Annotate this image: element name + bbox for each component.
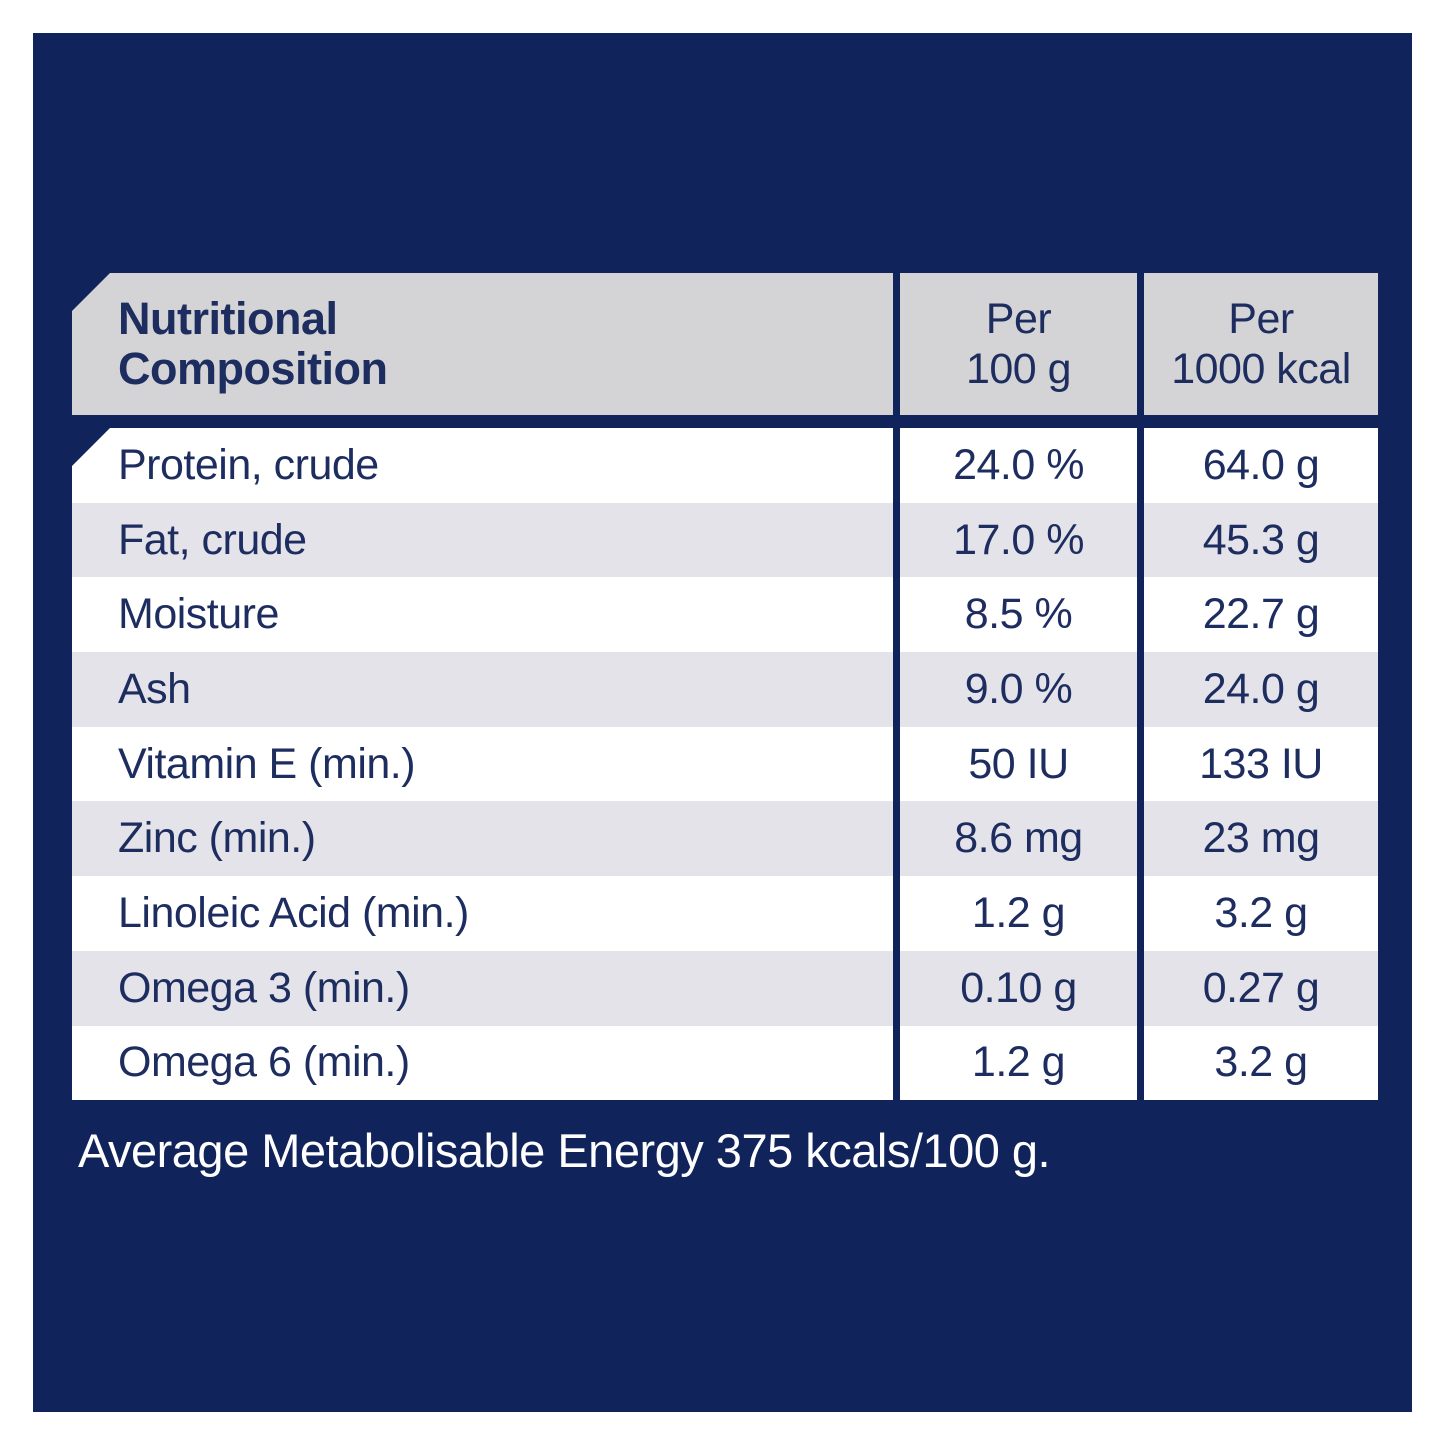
row-label: Linoleic Acid (min.) [72, 876, 893, 951]
row-label: Ash [72, 652, 893, 727]
row-per-100g-value: 8.6 mg [900, 801, 1137, 877]
row-per-1000kcal-value: 0.27 g [1144, 950, 1378, 1026]
header-per-100g-cell: Per 100 g [900, 273, 1137, 415]
table-row: Protein, crude 24.0 % 64.0 g [72, 428, 1378, 503]
row-per-1000kcal-value: 24.0 g [1144, 652, 1378, 727]
row-per-100g-value: 8.5 % [900, 577, 1137, 653]
row-per-1000kcal-value: 133 IU [1144, 726, 1378, 802]
header-title-cell: Nutritional Composition [72, 273, 893, 415]
header-per-1000kcal-line2: 1000 kcal [1171, 345, 1351, 393]
row-per-1000kcal-value: 3.2 g [1144, 876, 1378, 951]
row-per-100g-value: 1.2 g [900, 876, 1137, 951]
table-row: Moisture 8.5 % 22.7 g [72, 577, 1378, 653]
row-per-1000kcal-value: 3.2 g [1144, 1025, 1378, 1101]
table-header: Nutritional Composition Per 100 g Per 10… [72, 273, 1378, 415]
row-label: Vitamin E (min.) [72, 726, 893, 802]
row-label: Omega 3 (min.) [72, 950, 893, 1026]
row-label: Fat, crude [72, 502, 893, 578]
row-label: Moisture [72, 577, 893, 653]
row-per-1000kcal-value: 45.3 g [1144, 502, 1378, 578]
row-per-1000kcal-value: 64.0 g [1144, 428, 1378, 503]
row-per-100g-value: 9.0 % [900, 652, 1137, 727]
row-per-100g-value: 0.10 g [900, 950, 1137, 1026]
energy-note: Average Metabolisable Energy 375 kcals/1… [78, 1124, 1051, 1177]
table-row: Vitamin E (min.) 50 IU 133 IU [72, 726, 1378, 802]
table-row: Omega 3 (min.) 0.10 g 0.27 g [72, 950, 1378, 1026]
row-label: Protein, crude [72, 428, 893, 503]
header-title-line2: Composition [118, 343, 388, 394]
row-per-1000kcal-value: 22.7 g [1144, 577, 1378, 653]
row-per-1000kcal-value: 23 mg [1144, 801, 1378, 877]
table-row: Ash 9.0 % 24.0 g [72, 652, 1378, 727]
row-label: Omega 6 (min.) [72, 1025, 893, 1101]
table-row: Omega 6 (min.) 1.2 g 3.2 g [72, 1025, 1378, 1101]
header-title-line1: Nutritional [118, 293, 338, 344]
row-per-100g-value: 17.0 % [900, 502, 1137, 578]
table-row: Fat, crude 17.0 % 45.3 g [72, 502, 1378, 578]
label-panel: Nutritional Composition Per 100 g Per 10… [33, 33, 1412, 1412]
row-per-100g-value: 24.0 % [900, 428, 1137, 503]
table-body: Protein, crude 24.0 % 64.0 g Fat, crude … [72, 428, 1378, 1101]
header-per-1000kcal-line1: Per [1228, 295, 1294, 343]
header-per-1000kcal-cell: Per 1000 kcal [1144, 273, 1378, 415]
row-label: Zinc (min.) [72, 801, 893, 877]
header-per-100g-line1: Per [985, 295, 1052, 343]
row-per-100g-value: 50 IU [900, 726, 1137, 802]
nutrition-table: Nutritional Composition Per 100 g Per 10… [72, 273, 1378, 1101]
table-row: Linoleic Acid (min.) 1.2 g 3.2 g [72, 876, 1378, 951]
row-per-100g-value: 1.2 g [900, 1025, 1137, 1101]
table-row: Zinc (min.) 8.6 mg 23 mg [72, 801, 1378, 877]
header-per-100g-line2: 100 g [965, 345, 1072, 393]
